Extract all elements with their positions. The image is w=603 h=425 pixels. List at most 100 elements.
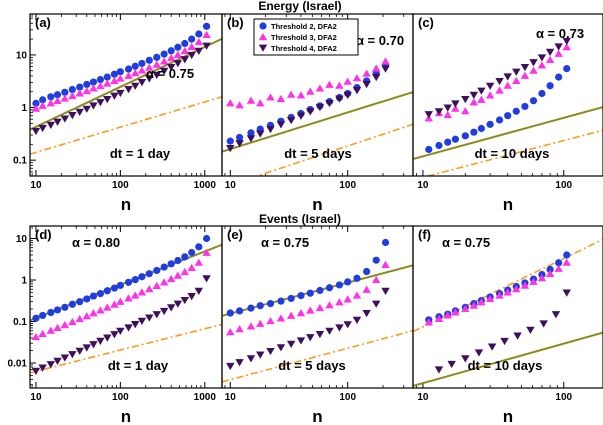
panel-c-threshold-2-point <box>444 138 452 146</box>
panel-a-threshold-4-point <box>124 85 133 94</box>
panel-a-threshold-3-point <box>89 84 98 92</box>
panel-c-threshold-2-point <box>555 73 563 81</box>
y-tick-label: 0.1 <box>13 317 27 328</box>
panel-e-threshold-2-point <box>247 304 255 312</box>
panel-c-threshold-3-point <box>529 66 538 74</box>
panel-f-threshold-3-point <box>443 311 452 319</box>
panel-d-threshold-4-point <box>60 354 70 362</box>
panel-c-threshold-4-point <box>443 104 452 112</box>
panel-b-label: (b) <box>227 15 244 30</box>
panel-f-threshold-3-point <box>545 269 555 277</box>
panel-e-threshold-2-point <box>277 297 285 305</box>
panel-d-threshold-3-point <box>116 297 125 305</box>
panel-a-threshold-3-point <box>103 79 112 87</box>
panel-d-threshold-4-point <box>110 331 119 339</box>
panel-b-threshold-3-point <box>343 77 352 85</box>
panel-e-threshold-3-point <box>352 291 362 299</box>
panel-c-fit-line <box>413 106 603 161</box>
panel-a-threshold-2-point <box>138 59 146 68</box>
panel-c-threshold-4-point <box>554 43 563 51</box>
panel-c-threshold-3-point <box>537 61 547 69</box>
legend-label-threshold-4: Threshold 4, DFA2 <box>271 44 337 53</box>
x-tick-label: 10 <box>30 180 42 191</box>
panel-a-threshold-2-point <box>174 43 182 51</box>
panel-e-threshold-3-point <box>362 285 371 293</box>
panel-a-threshold-4-point <box>82 105 91 113</box>
panel-d-threshold-3-point <box>46 326 56 334</box>
panel-e-alpha-label: α = 0.75 <box>261 235 309 250</box>
panel-c-threshold-4-point <box>529 59 538 67</box>
panel-a-threshold-2-point <box>47 93 55 101</box>
panel-e-threshold-3-point <box>335 298 344 306</box>
panel-d-threshold-2-point <box>181 253 189 261</box>
panel-e-threshold-3-point <box>296 309 306 317</box>
panel-e-threshold-2-point <box>287 294 295 303</box>
panel-d-threshold-2-point <box>110 284 119 292</box>
panel-b-threshold-3-point <box>256 99 265 107</box>
panel-d-threshold-2-point <box>39 311 47 320</box>
panel-a-threshold-4-point <box>180 56 190 64</box>
panel-d-threshold-4-point <box>96 337 105 345</box>
panel-f-threshold-4-point <box>513 332 522 340</box>
top-section-title: Energy (Israel) <box>258 0 341 13</box>
panel-a-threshold-2-point <box>103 73 111 81</box>
panel-f-threshold-4-point <box>434 366 444 374</box>
panel-c-threshold-3-point <box>545 55 555 64</box>
x-tick-label: 100 <box>339 180 356 191</box>
panel-d-threshold-3-point <box>110 300 119 308</box>
panel-d-threshold-4-point <box>137 317 147 325</box>
panel-b-threshold-4-point <box>235 140 244 148</box>
panel-a-threshold-2-point <box>32 99 40 107</box>
panel-c-threshold-2-point <box>477 124 485 133</box>
panel-e-threshold-4-point <box>335 324 344 332</box>
panel-d-threshold-4-point <box>68 351 77 359</box>
panel-b-threshold-3-point <box>381 57 390 65</box>
legend-marker-triangle-up <box>258 33 268 41</box>
panel-a-threshold-4-point <box>96 99 105 107</box>
panel-a-threshold-4-point <box>131 82 140 90</box>
panel-e-threshold-3-point <box>235 325 244 333</box>
panel-b-threshold-4-point <box>256 130 265 138</box>
panel-d-threshold-3-point <box>131 291 140 299</box>
panel-e-threshold-4-point <box>276 344 286 352</box>
panel-a-threshold-3-point <box>116 74 125 82</box>
panel-d-threshold-4-point <box>31 367 41 375</box>
panel-d-threshold-2-point <box>53 306 62 314</box>
x-tick-label: 10 <box>225 392 237 403</box>
panel-a-threshold-4-point <box>173 60 183 68</box>
panel-f-threshold-4-point <box>551 311 561 319</box>
panel-d-threshold-2-point <box>61 303 69 311</box>
panel-a-threshold-2-point <box>131 62 139 70</box>
panel-d-threshold-2-point <box>116 281 124 290</box>
legend-box <box>253 18 359 56</box>
panel-c-threshold-3-point <box>477 95 486 103</box>
x-tick-label: 100 <box>112 392 129 403</box>
panel-d-threshold-4-point <box>103 334 112 342</box>
panel-f-threshold-4-point <box>562 289 571 297</box>
panel-b-threshold-3-point <box>235 101 244 109</box>
panel-d-label: (d) <box>35 227 52 242</box>
panel-b-x-axis-title: n <box>312 195 322 214</box>
panel-e-threshold-4-point <box>306 334 315 342</box>
panel-a-threshold-2-point <box>68 85 76 94</box>
panel-a-threshold-2-point <box>153 53 161 61</box>
panel-d-threshold-4-point <box>131 320 140 329</box>
panel-e-threshold-2-point <box>235 307 244 315</box>
panel-e-threshold-4-point <box>266 347 275 356</box>
panel-c-label: (c) <box>418 15 434 30</box>
panel-f-threshold-3-point <box>520 281 530 289</box>
panel-e-threshold-3-point <box>315 303 325 312</box>
panel-a-threshold-3-point <box>31 104 41 112</box>
y-tick-label: 10 <box>16 50 28 61</box>
panel-a-threshold-2-point <box>110 70 119 78</box>
panel-f-label: (f) <box>418 227 431 242</box>
panel-a-threshold-2-point <box>145 56 153 64</box>
panel-d-threshold-2-point <box>131 276 139 284</box>
panel-d-alpha-label: α = 0.80 <box>72 235 120 250</box>
panel-c-threshold-2-point <box>538 89 546 98</box>
x-tick-label: 100 <box>339 392 356 403</box>
panel-f-threshold-4-point <box>526 326 535 335</box>
x-tick-label: 10 <box>417 392 429 403</box>
panel-c-threshold-3-point <box>512 76 521 84</box>
panel-e-threshold-2-point <box>316 286 324 295</box>
